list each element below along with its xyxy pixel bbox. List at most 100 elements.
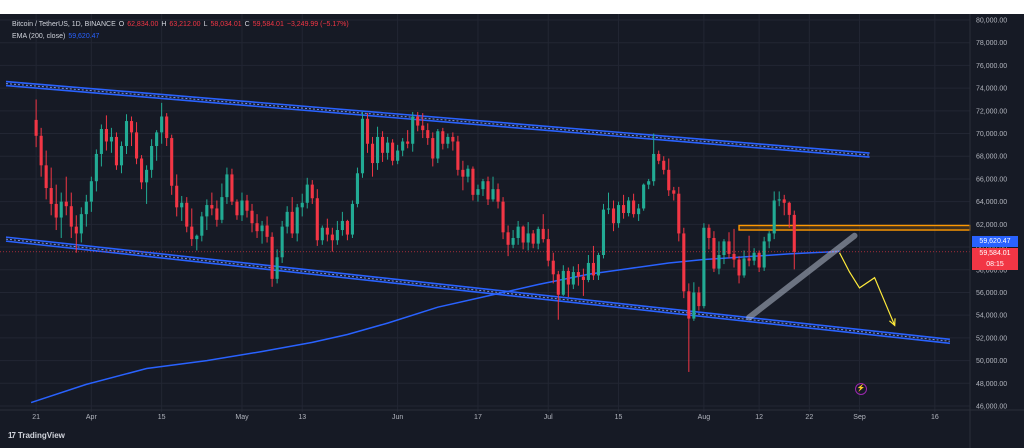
y-tick-label: 64,000.00 [976,199,1007,206]
candle-up [89,181,93,202]
x-tick-label: 15 [615,414,623,421]
candle-up [225,174,229,198]
candle-down [792,214,796,252]
candle-down [235,201,239,216]
candle-up [124,121,129,147]
candle-down [421,125,425,131]
candle-up [145,169,149,183]
x-tick-label: Apr [86,414,98,421]
candle-up [300,202,304,208]
candle-up [627,200,631,213]
candle-up [536,228,540,244]
candle-down [501,201,505,233]
candle-down [551,260,555,275]
candle-down [707,227,711,238]
candle-up [401,141,405,151]
candle-up [260,225,264,232]
price-chart[interactable]: 80,000.00 78,000.00 76,000.00 74,000.00 72,0… [0,14,1024,448]
candle-down [190,226,194,240]
candle-down [315,198,319,241]
candle-up [150,146,154,170]
candle-up [355,173,360,204]
y-tick-label: 72,000.00 [976,108,1007,115]
candle-down [250,210,254,224]
candle-down [230,174,234,202]
x-tick-label: May [235,414,249,421]
bar-countdown: 08:15 [986,261,1004,268]
candle-down [365,118,370,144]
candle-up [596,255,601,276]
x-tick-label: 15 [158,414,166,421]
candle-up [571,272,575,285]
candle-down [496,189,500,202]
candle-down [426,130,430,139]
candle-down [611,208,616,224]
candle-down [215,208,219,220]
candle-down [416,116,420,126]
x-tick-label: 12 [755,414,763,421]
candle-down [391,142,395,161]
candle-up [79,214,83,234]
candle-up [722,241,726,256]
candle-down [104,128,108,142]
candle-down [521,226,525,243]
candle-down [140,158,144,183]
candle-up [777,199,781,201]
low-key: L [203,21,208,28]
candle-down [677,193,681,234]
candle-up [320,227,324,241]
candle-up [601,209,606,256]
candle-up [94,153,98,182]
candle-up [280,226,284,258]
candle-down [697,292,701,307]
candle-down [737,259,741,276]
x-tick-label: 13 [298,414,306,421]
channel-upper-line-mid [5,83,870,156]
candle-down [581,276,585,280]
candle-up [84,201,88,215]
projection-arrow [838,252,896,326]
ema-value: 59,620.47 [68,33,100,40]
candle-down [471,168,475,195]
candle-down [270,236,274,279]
candle-up [350,203,354,235]
candle-down [69,206,73,227]
ema-legend: EMA (200, close) 59,620.47 [12,33,102,40]
candle-up [616,205,621,224]
ema-label[interactable]: EMA (200, close) [12,33,66,40]
candle-up [335,230,339,241]
tradingview-logo: 17 [8,431,16,440]
candle-up [160,116,164,133]
candle-up [386,142,390,153]
x-tick-label: 21 [32,414,40,421]
y-tick-label: 76,000.00 [976,63,1007,70]
y-tick-label: 54,000.00 [976,313,1007,320]
symbol-label[interactable]: Bitcoin / TetherUS, 1D, BINANCE [12,21,116,28]
tradingview-brand[interactable]: 17 TradingView [8,431,65,440]
y-tick-label: 56,000.00 [976,290,1007,297]
candle-down [134,132,139,159]
candle-up [511,237,515,245]
candle-up [637,208,641,215]
ema-200-line [30,250,840,404]
candle-down [406,141,410,144]
y-tick-label: 74,000.00 [976,86,1007,93]
chart-frame: 80,000.00 78,000.00 76,000.00 74,000.00 72,0… [0,14,1024,448]
lightning-circle-icon[interactable]: ⚡ [855,383,867,395]
y-tick-label: 58,000.00 [976,267,1007,274]
candle-down [165,116,169,139]
candle-down [39,135,43,166]
brand-name: TradingView [17,431,65,440]
candle-up [285,211,289,227]
candle-down [456,141,460,170]
candle-up [772,200,776,234]
low-value: 58,034.01 [210,21,242,28]
x-tick-label: 16 [931,414,939,421]
x-tick-label: Jun [392,414,403,421]
candle-down [129,121,134,133]
ema-price-tag: 59,620.47 [972,236,1018,247]
y-tick-label: 46,000.00 [976,404,1007,411]
x-tick-label: Aug [698,414,711,421]
y-tick-label: 70,000.00 [976,131,1007,138]
y-tick-label: 80,000.00 [976,18,1007,25]
